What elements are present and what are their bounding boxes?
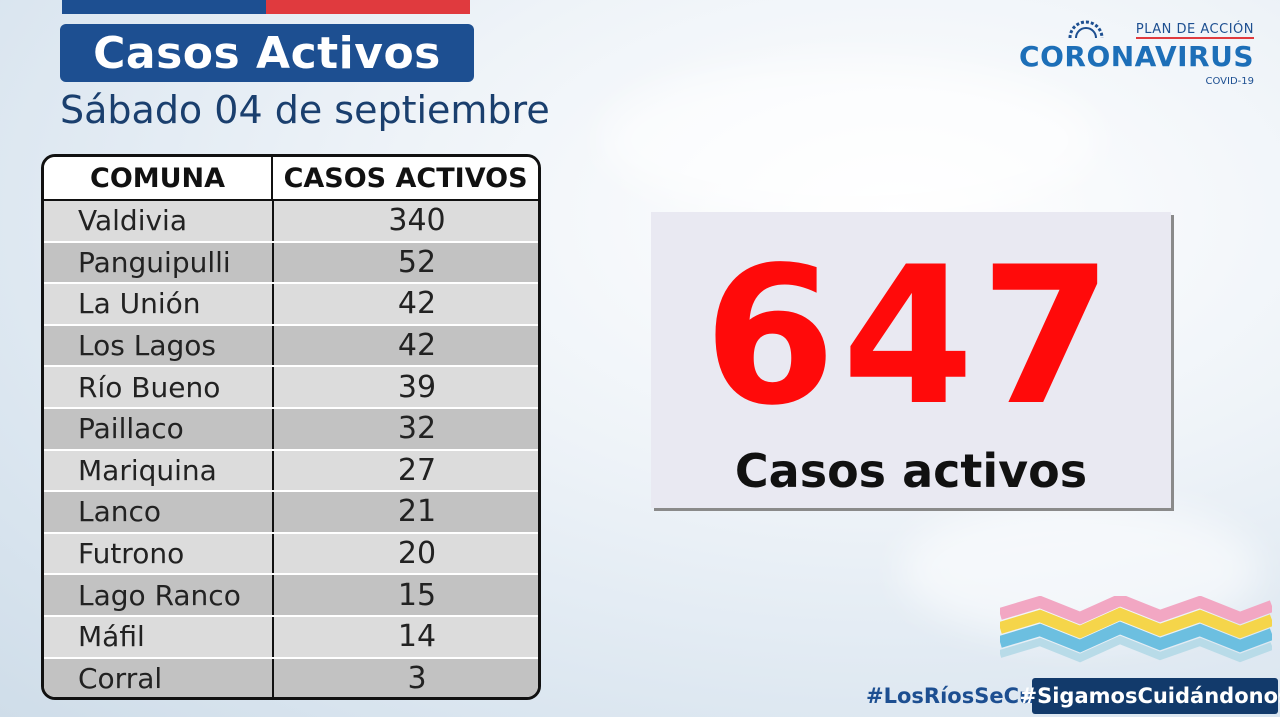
casos-cell: 21: [272, 492, 538, 532]
table-row: Valdivia 340: [44, 201, 538, 243]
comuna-cell: Lago Ranco: [78, 578, 241, 612]
comuna-cell: Lanco: [78, 495, 162, 529]
table-row: Lago Ranco 15: [44, 575, 538, 617]
logo-line2: CORONAVIRUS: [1019, 40, 1254, 73]
table-row: Máfil 14: [44, 616, 538, 659]
page-title: Casos Activos: [93, 27, 441, 79]
table-row: Paillaco 32: [44, 408, 538, 451]
table-body: Valdivia 340 Panguipulli 52 La Unión 42 Los La…: [44, 201, 538, 697]
casos-cell: 39: [272, 367, 538, 407]
rainbow-waves-graphic: [1000, 596, 1272, 663]
comuna-cell: Futrono: [78, 537, 185, 571]
header-comuna: COMUNA: [90, 162, 226, 194]
casos-cell: 42: [272, 284, 538, 324]
table-row: Mariquina 27: [44, 450, 538, 493]
table-row: Lanco 21: [44, 492, 538, 534]
comuna-cell: Máfil: [78, 620, 145, 654]
casos-cell: 42: [272, 325, 538, 366]
casos-cell: 20: [272, 533, 538, 574]
casos-cell: 14: [272, 616, 538, 657]
coronavirus-logo: PLAN DE ACCIÓN CORONAVIRUS COVID-19: [1019, 14, 1254, 87]
flag-stripe: [62, 0, 470, 14]
casos-cell: 340: [272, 201, 538, 241]
hashtag-sigamos: #SigamosCuidándonos: [1020, 678, 1280, 714]
total-label: Casos activos: [734, 444, 1088, 498]
comuna-cell: Panguipulli: [78, 245, 231, 279]
comuna-cell: Mariquina: [78, 453, 217, 487]
casos-cell: 32: [272, 408, 538, 449]
title-banner: Casos Activos: [60, 24, 474, 82]
comuna-cell: Paillaco: [78, 412, 184, 446]
table-row: La Unión 42: [44, 284, 538, 326]
background-cloud: [600, 60, 1100, 220]
table-row: Futrono 20: [44, 533, 538, 576]
comuna-cell: Río Bueno: [78, 370, 221, 404]
casos-cell: 52: [272, 242, 538, 283]
date-subtitle: Sábado 04 de septiembre: [60, 88, 550, 132]
casos-cell: 27: [272, 450, 538, 491]
logo-line3: COVID-19: [1205, 76, 1254, 87]
sun-icon: [1068, 20, 1104, 38]
casos-cell: 3: [272, 658, 538, 697]
comuna-cell: Corral: [78, 661, 163, 695]
table-header: COMUNA CASOS ACTIVOS: [44, 157, 538, 201]
casos-cell: 15: [272, 575, 538, 615]
table-row: Río Bueno 39: [44, 367, 538, 409]
table-row: Corral 3: [44, 658, 538, 697]
hashtag-sigamos-text: #SigamosCuidándonos: [1019, 684, 1280, 708]
table-row: Los Lagos 42: [44, 325, 538, 368]
comuna-cell: Los Lagos: [78, 329, 216, 363]
total-card: 647 Casos activos: [651, 212, 1171, 508]
cases-table: COMUNA CASOS ACTIVOS Valdivia 340 Panguipu…: [41, 154, 541, 700]
logo-line1: PLAN DE ACCIÓN: [1135, 22, 1254, 39]
total-number: 647: [703, 226, 1119, 447]
comuna-cell: Valdivia: [78, 204, 187, 238]
table-row: Panguipulli 52: [44, 242, 538, 285]
comuna-cell: La Unión: [78, 287, 201, 321]
header-casos: CASOS ACTIVOS: [271, 157, 538, 199]
